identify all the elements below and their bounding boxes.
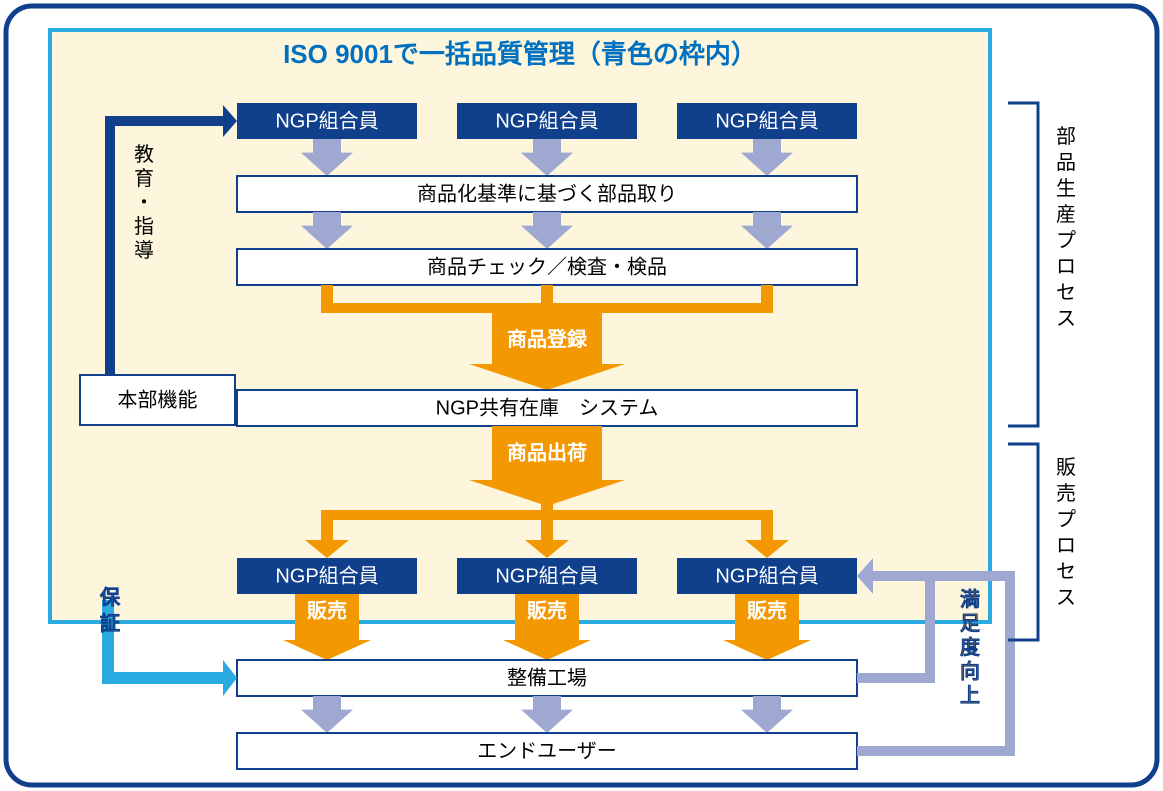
enduser-label: エンドユーザー xyxy=(477,740,617,762)
bracket-production xyxy=(1008,103,1038,426)
warranty-label-char: 証 xyxy=(100,611,120,635)
ship-drop xyxy=(321,510,333,540)
education-label-char: 育 xyxy=(134,167,154,190)
education-label-char: 指 xyxy=(134,215,154,238)
sell-label: 販売 xyxy=(307,599,347,622)
arrow-down-icon xyxy=(301,696,353,733)
hq-label: 本部機能 xyxy=(118,388,198,411)
production-process-label-char: 産 xyxy=(1056,203,1076,226)
ship-join xyxy=(541,504,553,512)
register-label: 商品登録 xyxy=(507,327,588,351)
production-process-label-char: プ xyxy=(1056,230,1076,252)
satisfaction-label-char: 足 xyxy=(960,613,981,635)
education-label-char: ・ xyxy=(134,192,154,214)
satisfaction-label-char: 向 xyxy=(960,659,980,683)
member-bottom-label: NGP組合員 xyxy=(715,564,818,587)
diagram-title: ISO 9001で一括品質管理（青色の枠内） xyxy=(283,39,757,69)
member-bottom-label: NGP組合員 xyxy=(275,564,378,587)
member-top-label: NGP組合員 xyxy=(495,109,598,132)
ship-label: 商品出荷 xyxy=(507,440,587,464)
system-label: NGP共有在庫 システム xyxy=(436,396,659,419)
satisfaction-label-char: 満 xyxy=(960,588,980,611)
ship-drop xyxy=(541,510,553,540)
sell-label: 販売 xyxy=(527,599,567,622)
sales-process-label-char: ス xyxy=(1056,587,1076,609)
arrow-down-icon xyxy=(741,696,793,733)
parts-label: 商品化基準に基づく部品取り xyxy=(417,182,677,205)
workshop-label: 整備工場 xyxy=(507,666,587,689)
production-process-label-char: 品 xyxy=(1056,152,1076,174)
arrow-down-icon xyxy=(521,696,573,733)
member-bottom-label: NGP組合員 xyxy=(495,564,598,587)
sell-label: 販売 xyxy=(747,599,787,622)
warranty-label-char: 保 xyxy=(99,586,121,609)
member-top-label: NGP組合員 xyxy=(715,109,818,132)
arrowhead-right-icon xyxy=(223,660,237,696)
education-label-char: 導 xyxy=(134,239,154,262)
member-top-label: NGP組合員 xyxy=(275,109,378,132)
sales-process-label-char: セ xyxy=(1056,561,1076,583)
satisfaction-label-char: 度 xyxy=(960,635,981,659)
sales-process-label-char: ロ xyxy=(1056,535,1076,557)
production-process-label-char: セ xyxy=(1056,282,1076,304)
check-label: 商品チェック／検査・検品 xyxy=(427,255,667,278)
production-process-label-char: ロ xyxy=(1056,256,1076,278)
sales-process-label-char: 売 xyxy=(1056,482,1076,505)
production-process-label-char: 生 xyxy=(1056,177,1076,200)
sales-process-label-char: 販 xyxy=(1056,456,1076,479)
production-process-label-char: 部 xyxy=(1056,125,1076,148)
sales-process-label-char: プ xyxy=(1056,509,1076,531)
satisfaction-label-char: 上 xyxy=(960,684,980,707)
production-process-label-char: ス xyxy=(1056,308,1076,330)
ship-drop xyxy=(761,510,773,540)
education-label-char: 教 xyxy=(134,143,154,166)
